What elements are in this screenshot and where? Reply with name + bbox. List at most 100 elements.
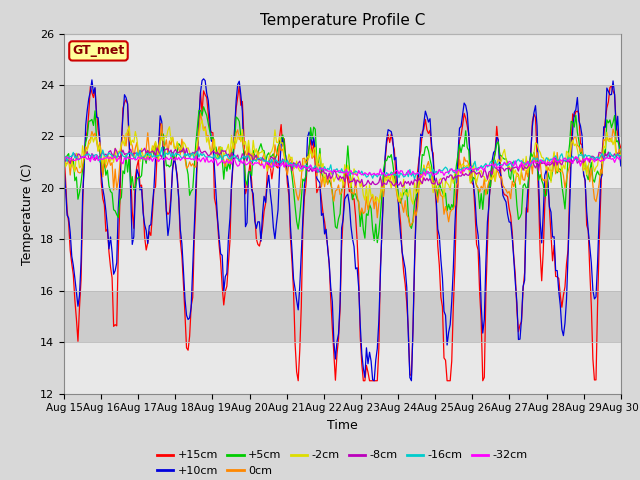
-8cm <box>617 155 625 160</box>
-2cm <box>129 137 136 143</box>
+10cm <box>246 169 254 175</box>
Bar <box>64 342 621 394</box>
-8cm <box>589 153 596 159</box>
+5cm <box>129 174 136 180</box>
Bar <box>64 240 621 291</box>
Bar <box>64 136 621 188</box>
Bar <box>64 85 621 136</box>
-16cm <box>589 154 596 160</box>
0cm <box>60 158 68 164</box>
Line: -2cm: -2cm <box>64 120 621 205</box>
+5cm <box>200 104 207 109</box>
-32cm <box>60 158 68 164</box>
-2cm <box>305 155 313 161</box>
0cm <box>406 223 413 229</box>
+10cm <box>305 129 313 135</box>
Text: GT_met: GT_met <box>72 44 125 58</box>
-8cm <box>195 144 203 150</box>
-2cm <box>228 132 236 138</box>
Line: +10cm: +10cm <box>64 79 621 381</box>
+10cm <box>60 165 68 170</box>
+15cm <box>60 148 68 154</box>
+15cm <box>244 171 252 177</box>
-16cm <box>129 151 136 157</box>
+15cm <box>226 238 234 244</box>
Line: 0cm: 0cm <box>64 114 621 226</box>
+15cm <box>607 83 615 89</box>
-32cm <box>305 164 313 170</box>
+10cm <box>255 219 263 225</box>
+10cm <box>129 241 136 247</box>
-32cm <box>589 156 596 162</box>
+10cm <box>589 288 596 293</box>
+5cm <box>374 240 381 245</box>
0cm <box>589 182 596 188</box>
-16cm <box>411 176 419 182</box>
X-axis label: Time: Time <box>327 419 358 432</box>
-32cm <box>228 161 236 167</box>
+5cm <box>617 153 625 158</box>
-16cm <box>255 156 263 161</box>
0cm <box>129 143 136 149</box>
+10cm <box>617 163 625 169</box>
-2cm <box>589 162 596 168</box>
-32cm <box>246 158 254 164</box>
+15cm <box>617 145 625 151</box>
0cm <box>255 161 263 167</box>
+5cm <box>255 145 263 151</box>
-16cm <box>228 154 236 160</box>
-8cm <box>60 153 68 159</box>
Legend: +15cm, +10cm, +5cm, 0cm, -2cm, -8cm, -16cm, -32cm: +15cm, +10cm, +5cm, 0cm, -2cm, -8cm, -16… <box>152 446 532 480</box>
Line: -32cm: -32cm <box>64 156 621 178</box>
Line: -8cm: -8cm <box>64 147 621 187</box>
-8cm <box>255 156 263 162</box>
-8cm <box>246 152 254 157</box>
+10cm <box>371 378 378 384</box>
+15cm <box>254 241 262 247</box>
+15cm <box>588 303 595 309</box>
+10cm <box>200 76 207 82</box>
-32cm <box>93 153 100 158</box>
+15cm <box>294 378 302 384</box>
+10cm <box>228 180 236 186</box>
Y-axis label: Temperature (C): Temperature (C) <box>22 163 35 264</box>
-2cm <box>364 202 372 208</box>
-8cm <box>228 150 236 156</box>
-2cm <box>198 118 206 123</box>
Bar <box>64 291 621 342</box>
-16cm <box>158 144 166 150</box>
-2cm <box>255 150 263 156</box>
Title: Temperature Profile C: Temperature Profile C <box>260 13 425 28</box>
Line: +5cm: +5cm <box>64 107 621 242</box>
Bar <box>64 34 621 85</box>
+15cm <box>129 209 136 215</box>
0cm <box>196 111 204 117</box>
-32cm <box>130 156 138 161</box>
-16cm <box>617 153 625 158</box>
Bar <box>64 188 621 240</box>
0cm <box>305 152 313 158</box>
-32cm <box>255 161 263 167</box>
Line: +15cm: +15cm <box>64 86 621 381</box>
-2cm <box>617 152 625 157</box>
-16cm <box>305 166 313 171</box>
0cm <box>617 153 625 158</box>
+5cm <box>305 146 313 152</box>
0cm <box>246 162 254 168</box>
+5cm <box>589 177 596 182</box>
0cm <box>228 147 236 153</box>
+5cm <box>60 159 68 165</box>
-8cm <box>129 153 136 159</box>
-16cm <box>60 153 68 159</box>
-8cm <box>398 184 406 190</box>
-2cm <box>246 150 254 156</box>
-8cm <box>305 168 313 174</box>
-2cm <box>60 149 68 155</box>
Line: -16cm: -16cm <box>64 147 621 179</box>
+15cm <box>305 144 313 150</box>
-32cm <box>417 175 424 180</box>
+5cm <box>246 169 254 175</box>
-16cm <box>246 158 254 164</box>
+5cm <box>228 152 236 158</box>
-32cm <box>617 155 625 160</box>
